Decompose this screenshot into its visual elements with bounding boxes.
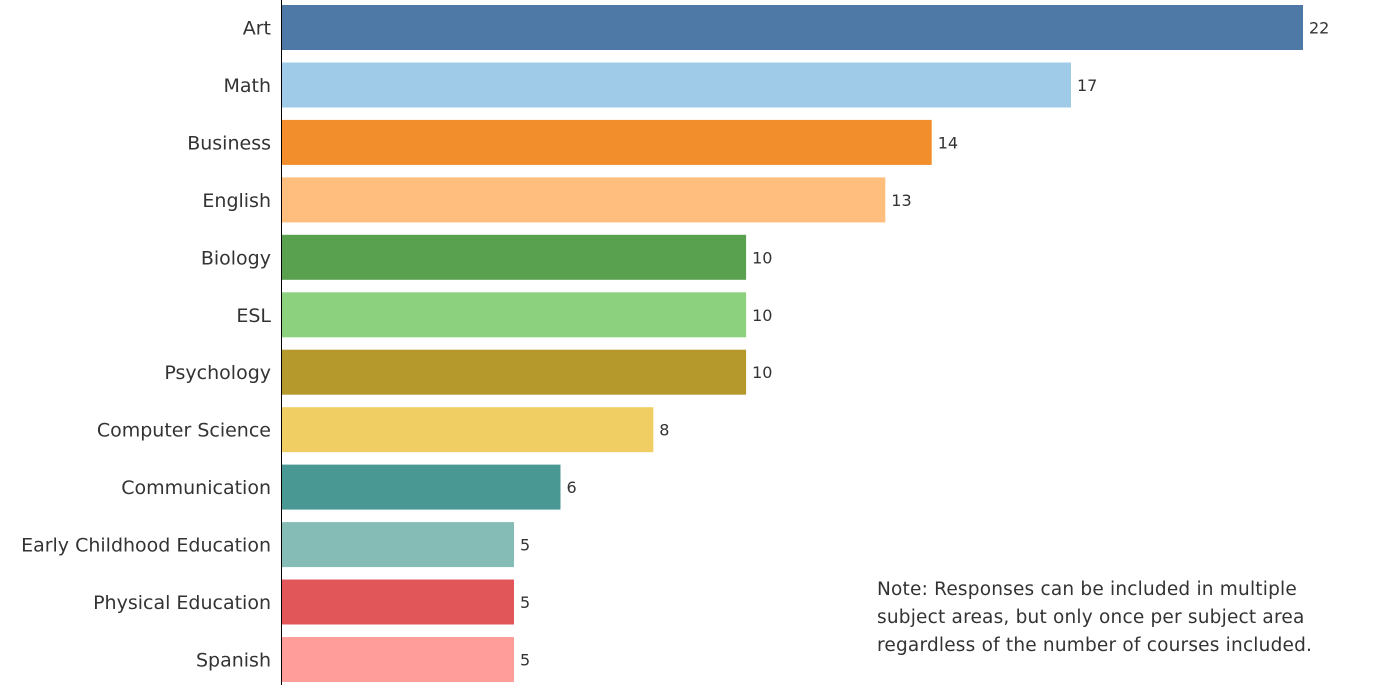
- category-label-spanish: Spanish: [196, 650, 271, 672]
- bar-business: [282, 119, 932, 165]
- note-line-1: Note: Responses can be included in multi…: [877, 579, 1297, 600]
- category-label-communication: Communication: [121, 477, 271, 499]
- value-label-early-childhood-education: 5: [520, 536, 530, 555]
- bar-art: [282, 5, 1303, 50]
- bar-biology: [282, 234, 747, 280]
- category-label-english: English: [202, 190, 271, 212]
- bar-communication: [282, 464, 561, 510]
- value-labels-group: 22 17 14 13 10 10 10 8 6 5 5 5: [520, 19, 1329, 670]
- bar-psychology: [282, 349, 747, 395]
- category-labels-group: Art Math Business English Biology ESL Psycholo…: [21, 18, 271, 672]
- category-label-esl: ESL: [236, 305, 271, 327]
- bars-group: [282, 5, 1303, 682]
- value-label-art: 22: [1309, 19, 1329, 38]
- bar-physical-education: [282, 579, 514, 625]
- bar-spanish: [282, 637, 514, 682]
- value-label-psychology: 10: [752, 363, 772, 382]
- value-label-spanish: 5: [520, 651, 530, 670]
- value-label-computer-science: 8: [659, 421, 669, 440]
- value-label-business: 14: [938, 133, 958, 152]
- value-label-math: 17: [1077, 76, 1097, 95]
- category-label-math: Math: [223, 75, 271, 97]
- category-label-early-childhood-education: Early Childhood Education: [21, 535, 271, 557]
- bar-esl: [282, 292, 747, 338]
- note-line-3: regardless of the number of courses incl…: [877, 635, 1313, 656]
- chart-note: Note: Responses can be included in multi…: [877, 576, 1377, 660]
- bar-english: [282, 177, 886, 223]
- category-label-biology: Biology: [201, 247, 271, 269]
- category-label-computer-science: Computer Science: [97, 420, 271, 442]
- note-line-2: subject areas, but only once per subject…: [877, 607, 1305, 628]
- bar-early-childhood-education: [282, 522, 514, 568]
- value-label-communication: 6: [567, 478, 577, 497]
- category-label-business: Business: [187, 132, 271, 154]
- category-label-psychology: Psychology: [164, 362, 271, 384]
- bar-computer-science: [282, 407, 654, 453]
- value-label-esl: 10: [752, 306, 772, 325]
- bar-math: [282, 62, 1071, 108]
- value-label-biology: 10: [752, 248, 772, 267]
- value-label-english: 13: [891, 191, 911, 210]
- category-label-physical-education: Physical Education: [93, 592, 271, 614]
- category-label-art: Art: [243, 18, 271, 40]
- value-label-physical-education: 5: [520, 593, 530, 612]
